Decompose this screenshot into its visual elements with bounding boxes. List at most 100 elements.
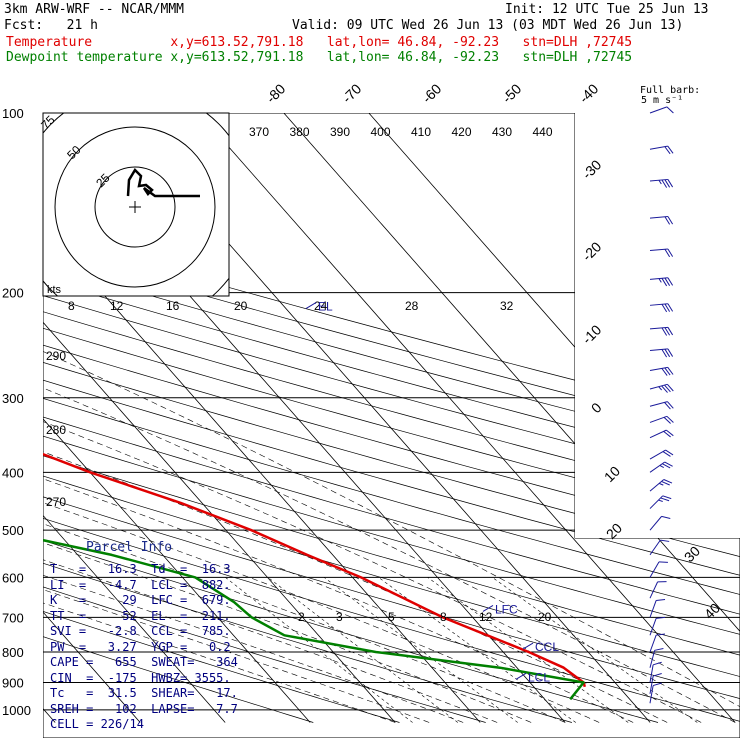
el-marker [305, 302, 317, 309]
isotherm [43, 113, 481, 723]
moist-adiabat [43, 292, 430, 723]
lfc-marker [482, 605, 494, 612]
barb-flag [666, 429, 674, 437]
mixing-ratio-line [427, 577, 629, 723]
theta-label: 400 [371, 125, 391, 139]
barb-flag [657, 581, 667, 583]
isotherm-label: -20 [579, 238, 605, 264]
pressure-label-900: 900 [2, 676, 24, 691]
parcel-info-row: SVI = -2.8 CCL = 785. [50, 624, 231, 638]
barb-key-label: Full barb: [640, 85, 700, 96]
wind-barb [649, 216, 674, 225]
mixing-ratio-label: 3 [336, 610, 343, 624]
wind-barb [649, 449, 674, 460]
barb-half [659, 465, 665, 469]
wind-barb [649, 145, 674, 155]
barb-flag [666, 415, 674, 423]
isotherm-label: -80 [263, 80, 289, 106]
barb-flag [664, 402, 671, 410]
forecast-hour: Fcst: 21 h [4, 18, 98, 33]
barb-half [658, 386, 663, 391]
isotherm-label: -70 [339, 80, 365, 106]
barb-flag [652, 661, 662, 666]
isotherm-label: -60 [419, 80, 445, 106]
barb-shaft [649, 685, 654, 704]
barb-flag [652, 673, 662, 677]
wind-barb [649, 682, 662, 704]
barb-flag [661, 327, 668, 336]
barb-flag [667, 145, 674, 154]
barb-flag [664, 367, 671, 376]
moist-adiabat [43, 292, 566, 723]
dry-adiabat [43, 113, 486, 723]
parcel-info-row: Tc = 31.5 SHEAR= 17. [50, 686, 238, 700]
wind-barb [649, 479, 673, 492]
wind-barb [649, 415, 674, 424]
moist-adiabat [43, 292, 498, 723]
dry-adiabat [43, 113, 314, 723]
barb-shaft [649, 634, 657, 653]
dry-adiabat [43, 113, 740, 723]
wind-barb [649, 178, 674, 188]
dry-adiabat [43, 113, 740, 723]
wind-barb [649, 303, 674, 313]
barb-flag [667, 248, 674, 257]
parcel-info-row: TT = 52 EL = 211. [50, 608, 231, 623]
barb-half [658, 278, 662, 283]
mixing-ratio-line [225, 577, 413, 723]
barb-shaft [649, 664, 654, 683]
dry-adiabat [43, 113, 740, 723]
dry-adiabat [43, 113, 740, 723]
barb-shaft [649, 650, 656, 668]
barb-shaft [649, 600, 657, 618]
wind-barb [649, 429, 674, 439]
barb-shaft [649, 366, 668, 371]
dry-adiabat [43, 113, 740, 723]
barb-flag [667, 327, 674, 336]
barb-key-units: 5 m s⁻¹ [641, 95, 683, 106]
barb-flag [662, 495, 672, 500]
lcl-label: LCL [528, 670, 550, 684]
parcel-info-title: Parcel Info [86, 540, 173, 555]
isotherm-label: 10 [601, 463, 623, 485]
isotherm [43, 113, 396, 723]
mixing-ratio-label: 2 [298, 610, 305, 624]
barb-flag [667, 179, 674, 188]
barb-shaft [649, 429, 667, 439]
barb-flag [665, 449, 674, 456]
isotherm-label: -30 [579, 156, 605, 182]
dry-adiabat [43, 113, 740, 723]
moist-adiabat [43, 292, 600, 723]
wind-barb [649, 495, 672, 509]
hodo-ring [54, 126, 216, 288]
ccl-label: CCL [535, 640, 559, 654]
pressure-label-800: 800 [2, 645, 24, 660]
barb-flag [658, 561, 668, 563]
speed-label: 8 [68, 299, 75, 313]
barb-shaft [649, 449, 666, 460]
speed-label: 24 [314, 299, 328, 313]
moist-adiabat [43, 292, 736, 723]
hodo-center-cross [129, 201, 141, 213]
speed-label: 28 [405, 299, 419, 313]
isotherm-label: 0 [588, 399, 605, 416]
barb-shaft [649, 401, 668, 407]
lfc-label: LFC [495, 602, 518, 616]
isotherm [368, 113, 740, 723]
barb-shaft [649, 675, 654, 694]
barb-flag [664, 179, 671, 188]
barb-shaft [649, 618, 657, 636]
parcel-info-row: LI = -4.7 LCL = 882. [50, 577, 231, 592]
theta-label: 440 [533, 125, 553, 139]
theta-label: 420 [452, 125, 472, 139]
barb-flag [667, 401, 674, 409]
hodograph-frame [42, 112, 230, 297]
pressure-label-400: 400 [2, 465, 24, 480]
barb-half [658, 482, 664, 486]
wind-barb [649, 539, 670, 556]
barb-flag [664, 303, 671, 312]
isotherm-label: 20 [603, 520, 625, 542]
mixing-ratio-line [324, 577, 518, 723]
